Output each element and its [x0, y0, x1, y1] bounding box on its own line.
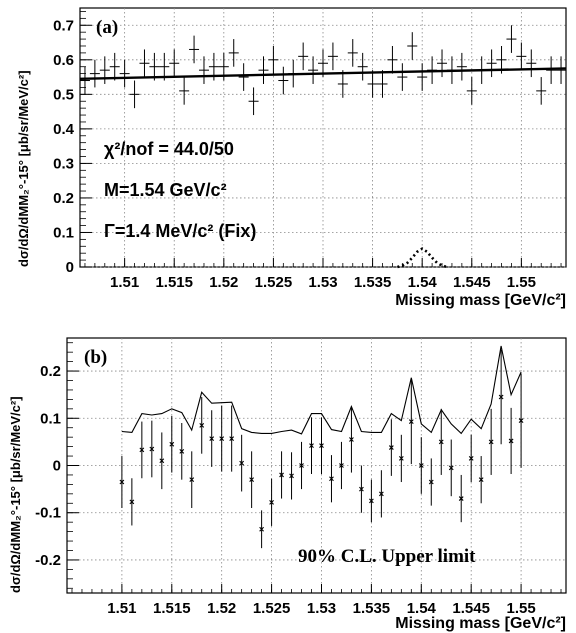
panel-b-data-point: [518, 418, 524, 424]
panel-a-xtick-label: 1.525: [255, 274, 293, 291]
upper-limit-annotation: 90% C.L. Upper limit: [298, 546, 476, 567]
panel-a: 1.51 1.515 1.52 1.525 1.53 1.535 1.54 1.545 1.55…: [16, 7, 567, 309]
panel-b-data-point: [219, 436, 225, 441]
panel-a-ytick-label: 0.5: [53, 86, 74, 103]
panel-b-data-point: [448, 465, 454, 471]
panel-b-data-point: [149, 446, 155, 452]
panel-b-data-point: [309, 443, 314, 449]
panel-a-ytick-label: 0.4: [53, 121, 75, 138]
panel-a-ytick-label: 0.2: [53, 190, 74, 207]
panel-b-data-point: [349, 437, 354, 442]
panel-b: 1.51 1.515 1.52 1.525 1.53 1.535 1.54 1.545 1.55…: [8, 337, 567, 632]
panel-b-data-point: [289, 473, 294, 479]
panel-b-data-point: [169, 441, 175, 447]
panel-b-data-point: [259, 526, 264, 532]
panel-b-data-point: [408, 419, 414, 424]
panel-b-data-point: [199, 422, 205, 428]
panel-label-b: (b): [84, 347, 107, 368]
panel-b-ytick-label: 0: [53, 458, 61, 475]
panel-b-data-point: [468, 456, 474, 461]
mass-annotation: M=1.54 GeV/c²: [104, 180, 227, 200]
panel-a-xtick-label: 1.55: [507, 274, 536, 291]
panel-a-xtick-label: 1.53: [308, 274, 337, 291]
chi2-annotation: χ²/nof = 44.0/50: [104, 139, 234, 159]
panel-b-data-point: [339, 463, 344, 468]
panel-b-data-point: [378, 491, 384, 497]
panel-b-data-point: [418, 463, 424, 468]
panel-a-xtick-label: 1.535: [354, 274, 392, 291]
panel-b-data-point: [209, 436, 215, 441]
panel-a-ytick-label: 0.1: [53, 224, 74, 241]
panel-b-data-point: [239, 460, 245, 466]
panel-b-data-point: [129, 499, 135, 505]
panel-b-xtick-label: 1.55: [506, 600, 535, 617]
panel-b-data-point: [159, 458, 165, 464]
panel-b-data-point: [319, 443, 324, 449]
width-annotation: Γ=1.4 MeV/c² (Fix): [104, 221, 256, 241]
panel-b-data-point: [189, 477, 195, 483]
panel-b-xtick-label: 1.515: [153, 600, 191, 617]
panel-b-data-point: [488, 439, 494, 445]
panel-b-data-point: [329, 476, 334, 482]
panel-a-ytick-label: 0.6: [53, 52, 74, 69]
panel-b-data-point: [279, 472, 284, 478]
panel-b-xtick-label: 1.545: [452, 600, 490, 617]
panel-a-ytick-label: 0.7: [53, 17, 74, 34]
panel-b-xtick-label: 1.535: [353, 600, 391, 617]
panel-b-data-point: [359, 486, 364, 492]
panel-b-data-point: [498, 394, 504, 400]
x-axis-title-a: Missing mass [GeV/c²]: [395, 292, 566, 309]
signal-peak-line: [397, 247, 448, 269]
panel-b-data-point: [398, 456, 404, 461]
panel-b-data-point: [299, 463, 304, 468]
panel-b-data-point: [119, 479, 125, 485]
panel-b-xtick-label: 1.52: [207, 600, 236, 617]
panel-b-data-point: [478, 477, 484, 483]
y-axis-title-a: dσ/dΩ/dMM₂°-15° [μb/sr/MeV/c²]: [16, 70, 31, 267]
panel-b-data-point: [179, 448, 185, 454]
x-axis-title-b: Missing mass [GeV/c²]: [395, 615, 566, 632]
panel-a-xtick-label: 1.515: [155, 274, 193, 291]
panel-b-data-point: [508, 438, 514, 444]
panel-b-data-point: [388, 445, 394, 450]
panel-label-a: (a): [96, 17, 118, 38]
panel-b-data-point: [369, 498, 374, 504]
panel-a-xtick-label: 1.51: [110, 274, 139, 291]
panel-b-data-point: [269, 499, 274, 505]
panel-b-ytick-label: -0.1: [35, 505, 61, 522]
panel-b-xtick-label: 1.54: [407, 600, 437, 617]
panel-b-ytick-label: -0.2: [35, 552, 61, 569]
panel-a-xtick-label: 1.545: [453, 274, 491, 291]
upper-limit-line: [121, 345, 522, 435]
panel-b-xtick-label: 1.525: [253, 600, 291, 617]
panel-b-data-point: [428, 479, 434, 485]
panel-a-ytick-label: 0: [66, 259, 74, 276]
panel-a-ytick-label: 0.3: [53, 155, 74, 172]
panel-b-data-point: [458, 496, 464, 501]
panel-b-data-point: [438, 439, 444, 445]
panel-b-xtick-label: 1.53: [307, 600, 336, 617]
panel-b-ytick-label: 0.1: [40, 410, 61, 427]
panel-a-xtick-label: 1.52: [209, 274, 238, 291]
panel-b-xtick-label: 1.51: [107, 600, 136, 617]
panel-a-xtick-label: 1.54: [408, 274, 438, 291]
y-axis-title-b: dσ/dΩ/dMM₂°-15° [μb/sr/MeV/c²]: [8, 396, 23, 593]
panel-b-ytick-label: 0.2: [40, 363, 61, 380]
panel-b-data-point: [249, 477, 255, 483]
panel-b-data-point: [229, 436, 235, 441]
panel-b-data-point: [139, 447, 145, 453]
